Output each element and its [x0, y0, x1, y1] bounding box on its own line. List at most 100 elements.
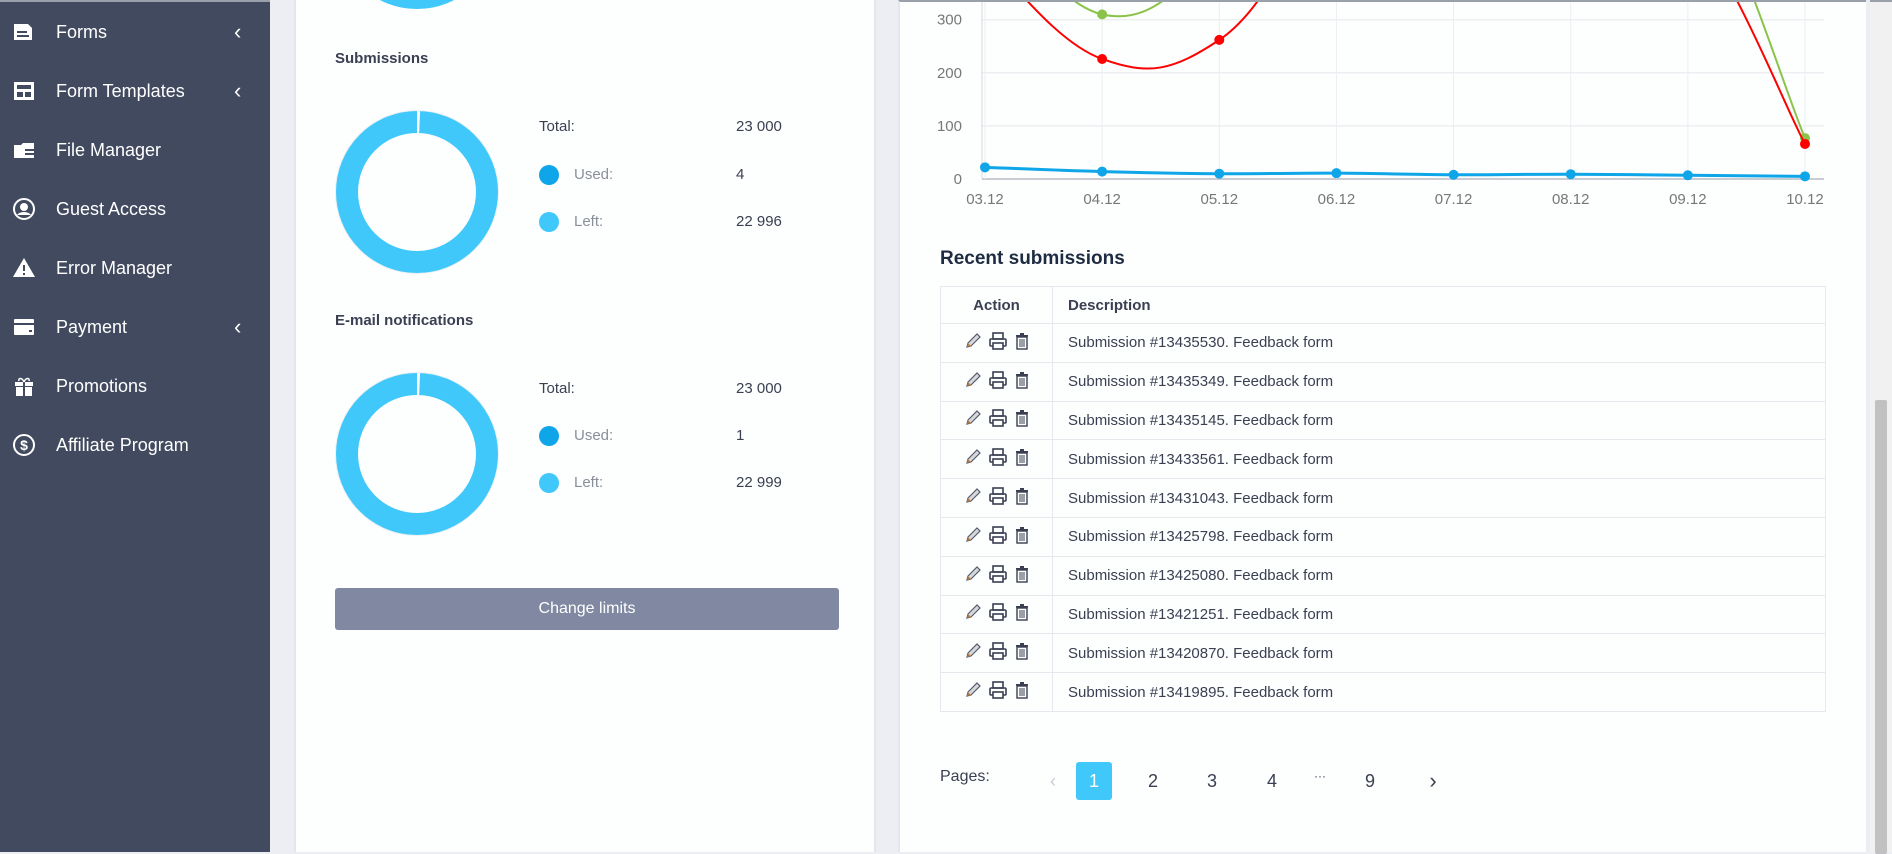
sidebar-item-label: Guest Access	[56, 198, 167, 219]
email-donut	[335, 372, 499, 536]
x-tick-label: 07.12	[1435, 191, 1473, 208]
edit-icon[interactable]	[964, 487, 982, 509]
print-icon[interactable]	[988, 680, 1008, 704]
edit-icon[interactable]	[964, 371, 982, 393]
print-icon[interactable]	[988, 370, 1008, 394]
scrollbar[interactable]	[1870, 0, 1892, 854]
submission-description[interactable]: Submission #13419895. Feedback form	[1052, 672, 1826, 712]
sidebar-item-form-templates[interactable]: Form Templates ‹	[0, 66, 270, 116]
print-icon[interactable]	[988, 641, 1008, 665]
edit-icon[interactable]	[964, 332, 982, 354]
delete-icon[interactable]	[1014, 526, 1030, 548]
x-tick-label: 04.12	[1083, 191, 1121, 208]
delete-icon[interactable]	[1014, 565, 1030, 587]
delete-icon[interactable]	[1014, 371, 1030, 393]
edit-icon[interactable]	[964, 603, 982, 625]
edit-icon[interactable]	[964, 526, 982, 548]
edit-icon[interactable]	[964, 409, 982, 431]
delete-icon[interactable]	[1014, 642, 1030, 664]
delete-icon[interactable]	[1014, 448, 1030, 470]
y-tick-label: 0	[954, 171, 962, 188]
total-label: Total:	[539, 118, 575, 135]
donut-charts	[335, 0, 499, 536]
action-cell	[940, 555, 1053, 596]
prev-page-button[interactable]: ‹	[1050, 771, 1056, 791]
data-point-blue	[1565, 169, 1576, 180]
delete-icon[interactable]	[1014, 332, 1030, 354]
edit-icon[interactable]	[964, 448, 982, 470]
print-icon[interactable]	[988, 447, 1008, 471]
scrollbar-thumb[interactable]	[1875, 400, 1887, 854]
submission-description[interactable]: Submission #13435530. Feedback form	[1052, 323, 1826, 363]
y-tick-label: 200	[937, 65, 962, 82]
left-label: Left:	[574, 474, 604, 491]
table-row: Submission #13420870. Feedback form	[940, 633, 1826, 674]
donut-outline	[335, 372, 499, 536]
next-page-button[interactable]: ›	[1429, 768, 1437, 793]
submission-description[interactable]: Submission #13420870. Feedback form	[1052, 633, 1826, 674]
page-2-button[interactable]: 2	[1147, 771, 1158, 791]
delete-icon[interactable]	[1014, 409, 1030, 431]
chevron-left-icon: ‹	[234, 78, 242, 103]
used-value: 4	[736, 166, 745, 183]
used-label: Used:	[574, 427, 614, 444]
submission-description[interactable]: Submission #13433561. Feedback form	[1052, 439, 1826, 480]
print-icon[interactable]	[988, 486, 1008, 510]
submission-description[interactable]: Submission #13425080. Feedback form	[1052, 555, 1826, 596]
left-label: Left:	[574, 213, 604, 230]
edit-icon[interactable]	[964, 642, 982, 664]
print-icon[interactable]	[988, 602, 1008, 626]
sidebar-item-promotions[interactable]: Promotions	[0, 361, 270, 411]
sidebar-item-forms[interactable]: Forms ‹	[0, 7, 270, 57]
limits-panel: Submissions Total: 23 000 Used: 4 Left: …	[294, 0, 876, 852]
submission-description[interactable]: Submission #13435145. Feedback form	[1052, 400, 1826, 441]
table-row: Submission #13419895. Feedback form	[940, 672, 1826, 712]
sidebar-item-affiliate-program[interactable]: $ Affiliate Program	[0, 420, 270, 470]
submission-description[interactable]: Submission #13425798. Feedback form	[1052, 516, 1826, 557]
recent-submissions-title: Recent submissions	[940, 248, 1125, 269]
delete-icon[interactable]	[1014, 681, 1030, 703]
edit-icon[interactable]	[964, 565, 982, 587]
submissions-donut	[335, 110, 499, 274]
edit-icon[interactable]	[964, 681, 982, 703]
sidebar-item-label: Form Templates	[56, 80, 185, 101]
sidebar-item-file-manager[interactable]: File Manager	[0, 125, 270, 175]
print-icon[interactable]	[988, 331, 1008, 355]
pagination: Pages: ‹ 1 2 3 4 ··· 9 ›	[940, 762, 1640, 800]
action-cell	[940, 439, 1053, 480]
email-title: E-mail notifications	[335, 312, 474, 329]
table-row: Submission #13425798. Feedback form	[940, 516, 1826, 557]
pages-label: Pages:	[940, 768, 990, 785]
print-icon[interactable]	[988, 408, 1008, 432]
page-9-button[interactable]: 9	[1364, 771, 1375, 791]
sidebar-item-payment[interactable]: Payment ‹	[0, 302, 270, 352]
print-icon[interactable]	[988, 564, 1008, 588]
recent-submissions-table: Action Description Submission #13435530.…	[940, 286, 1826, 712]
used-dot	[539, 426, 559, 446]
page-3-button[interactable]: 3	[1206, 771, 1217, 791]
delete-icon[interactable]	[1014, 603, 1030, 625]
action-cell	[940, 323, 1053, 363]
sidebar-item-guest-access[interactable]: Guest Access	[0, 184, 270, 234]
sidebar-item-label: Affiliate Program	[56, 434, 189, 455]
submission-description[interactable]: Submission #13431043. Feedback form	[1052, 478, 1826, 518]
sidebar-item-label: Forms	[56, 21, 107, 42]
delete-icon[interactable]	[1014, 487, 1030, 509]
table-row: Submission #13435349. Feedback form	[940, 361, 1826, 402]
submission-description[interactable]: Submission #13421251. Feedback form	[1052, 594, 1826, 635]
page-1-button[interactable]: 1	[1076, 762, 1112, 800]
svg-text:$: $	[20, 437, 28, 453]
page-4-button[interactable]: 4	[1266, 771, 1277, 791]
data-point-blue	[1682, 170, 1693, 181]
used-value: 1	[736, 427, 745, 444]
warning-icon	[13, 258, 35, 277]
print-icon[interactable]	[988, 525, 1008, 549]
sidebar-item-error-manager[interactable]: Error Manager	[0, 243, 270, 293]
table-row: Submission #13435145. Feedback form	[940, 400, 1826, 441]
action-cell	[940, 478, 1053, 518]
y-tick-label: 100	[937, 118, 962, 135]
change-limits-button[interactable]: Change limits	[335, 588, 839, 630]
submission-description[interactable]: Submission #13435349. Feedback form	[1052, 361, 1826, 402]
column-header-description: Description	[1052, 286, 1826, 324]
dollar-circle-icon: $	[13, 434, 35, 456]
